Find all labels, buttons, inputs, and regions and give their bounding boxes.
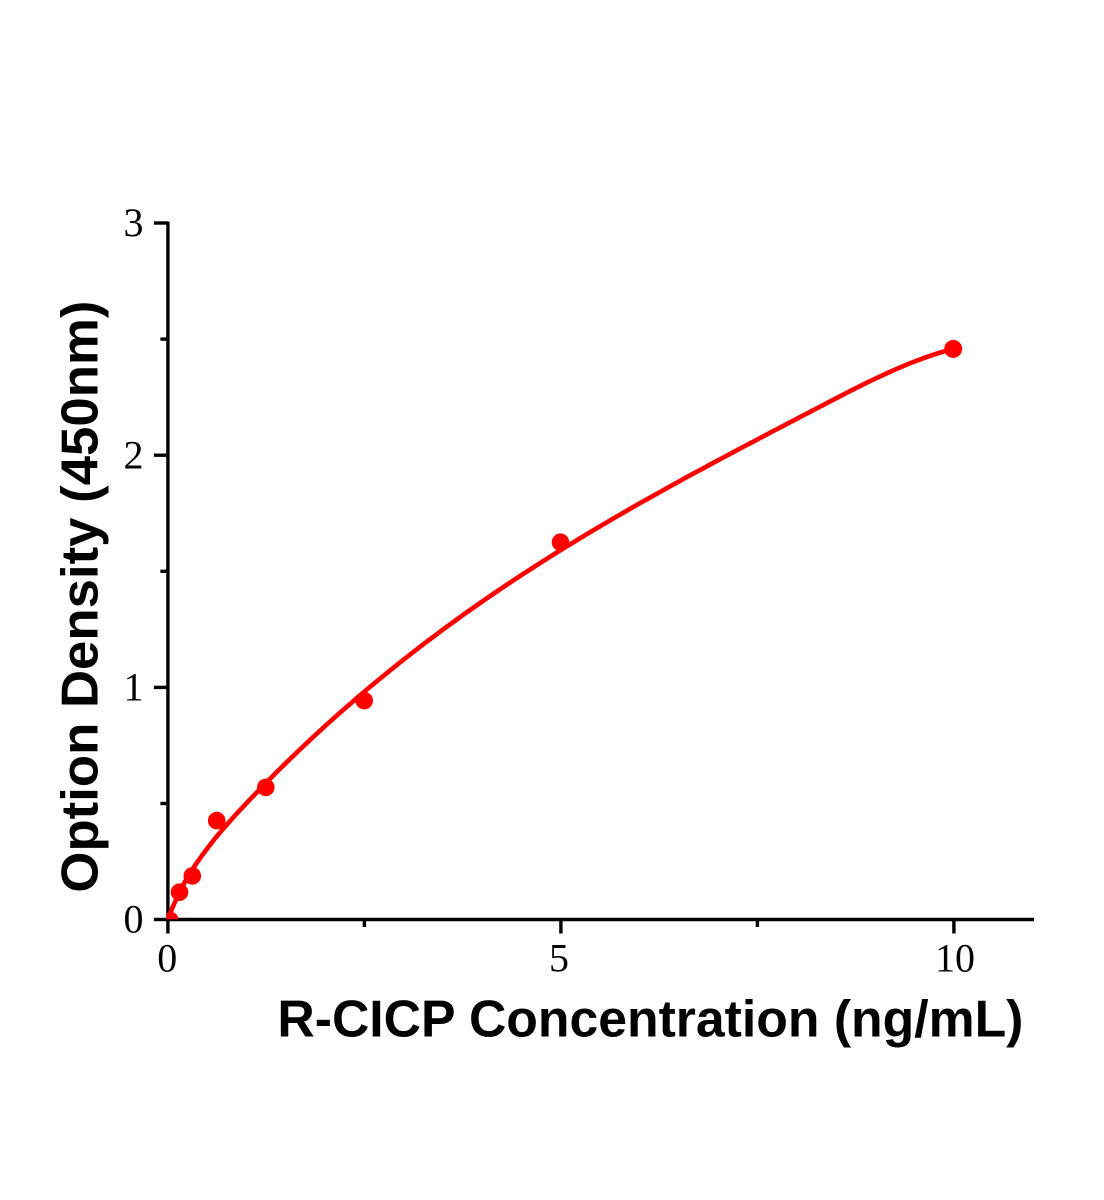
svg-text:3: 3 [124,200,144,245]
svg-text:0: 0 [157,936,177,981]
svg-text:5: 5 [549,936,569,981]
svg-text:0: 0 [124,897,144,942]
svg-text:Option Density (450nm): Option Density (450nm) [52,301,110,893]
svg-text:1: 1 [124,665,144,710]
svg-text:10: 10 [935,936,975,981]
svg-text:2: 2 [124,432,144,477]
svg-text:R-CICP Concentration (ng/mL): R-CICP Concentration (ng/mL) [277,991,1023,1049]
